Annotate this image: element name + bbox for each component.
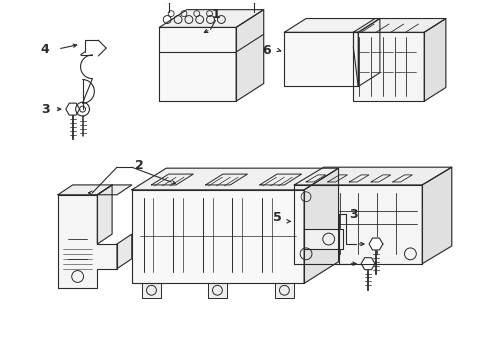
Polygon shape xyxy=(274,283,294,298)
Polygon shape xyxy=(98,185,132,195)
Polygon shape xyxy=(208,283,227,298)
Polygon shape xyxy=(353,18,446,32)
Text: 3: 3 xyxy=(349,208,358,221)
Text: 3: 3 xyxy=(41,103,49,116)
Polygon shape xyxy=(159,27,236,101)
Text: 6: 6 xyxy=(262,44,271,57)
Polygon shape xyxy=(294,185,422,264)
Polygon shape xyxy=(392,175,413,182)
Polygon shape xyxy=(349,175,369,182)
Polygon shape xyxy=(132,190,304,283)
Polygon shape xyxy=(142,283,161,298)
Polygon shape xyxy=(58,195,117,288)
Text: 2: 2 xyxy=(135,159,144,172)
Text: 4: 4 xyxy=(41,42,49,55)
Polygon shape xyxy=(159,10,264,27)
Polygon shape xyxy=(369,238,383,250)
Polygon shape xyxy=(132,168,339,190)
Polygon shape xyxy=(294,167,452,185)
Polygon shape xyxy=(284,32,358,86)
Polygon shape xyxy=(260,174,302,185)
Polygon shape xyxy=(328,175,347,182)
Polygon shape xyxy=(206,174,247,185)
Polygon shape xyxy=(371,175,391,182)
Polygon shape xyxy=(98,185,112,244)
Polygon shape xyxy=(422,167,452,264)
Polygon shape xyxy=(353,32,424,101)
Polygon shape xyxy=(284,18,380,32)
Polygon shape xyxy=(236,10,264,101)
Polygon shape xyxy=(306,175,326,182)
Polygon shape xyxy=(58,185,112,195)
Polygon shape xyxy=(117,234,132,269)
Polygon shape xyxy=(424,18,446,101)
Polygon shape xyxy=(361,258,375,270)
Polygon shape xyxy=(304,229,343,249)
Text: 5: 5 xyxy=(273,211,282,224)
Polygon shape xyxy=(358,18,380,86)
Text: 1: 1 xyxy=(211,8,220,21)
Polygon shape xyxy=(66,103,79,115)
Polygon shape xyxy=(304,168,339,283)
Polygon shape xyxy=(151,174,194,185)
